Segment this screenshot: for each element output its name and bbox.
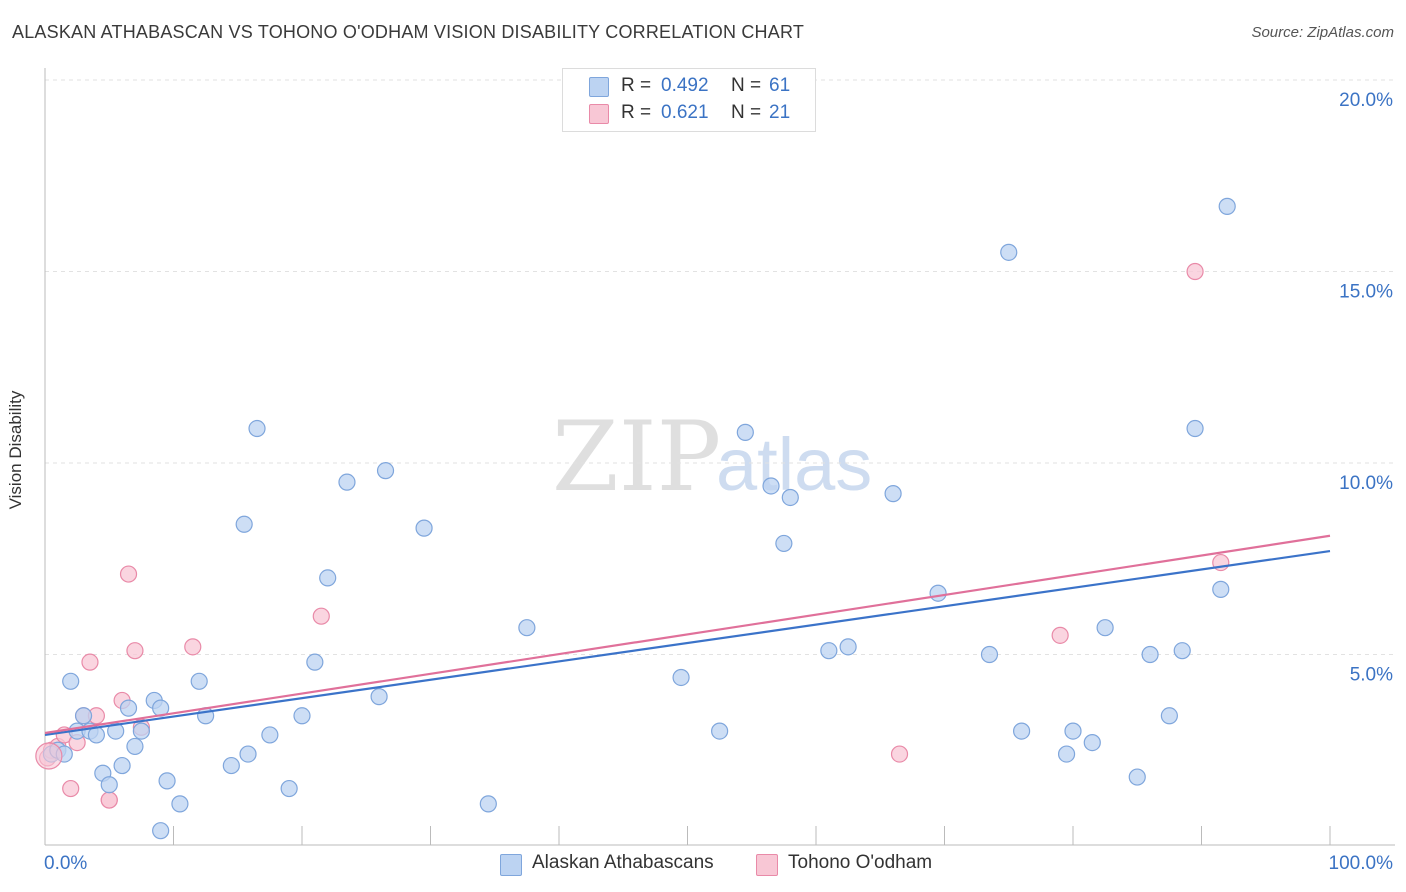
point-alaskan — [929, 584, 947, 602]
data-points — [35, 197, 1236, 840]
point-alaskan — [884, 485, 902, 503]
x-tick-label-min: 0.0% — [44, 853, 87, 874]
legend-n-label: N = — [731, 75, 762, 96]
point-alaskan — [1096, 619, 1114, 637]
point-alaskan — [736, 423, 754, 441]
point-tohono — [126, 642, 144, 660]
chart-title: ALASKAN ATHABASCAN VS TOHONO O'ODHAM VIS… — [12, 22, 805, 42]
point-alaskan — [1064, 722, 1082, 740]
point-tohono — [119, 565, 138, 583]
point-alaskan — [171, 795, 189, 813]
point-cluster — [35, 742, 63, 770]
point-tohono — [62, 779, 80, 798]
point-alaskan — [479, 795, 497, 813]
tick-labels: 5.0% 10.0% 15.0% 20.0% 0.0% 100.0% — [44, 90, 1393, 874]
legend-row-alaskan: R = 0.492 N = 61 — [563, 75, 813, 99]
point-alaskan — [1128, 768, 1146, 786]
point-alaskan — [190, 672, 208, 690]
y-tick-label: 5.0% — [1350, 665, 1393, 686]
y-tick-label: 20.0% — [1339, 90, 1393, 111]
point-alaskan — [222, 756, 240, 775]
point-alaskan — [980, 645, 999, 664]
point-alaskan — [62, 672, 80, 690]
series-name-alaskan: Alaskan Athabascans — [532, 852, 714, 873]
legend-r-label: R = — [621, 102, 652, 123]
stats-legend: R = 0.492 N = 61 R = 0.621 N = 21 — [562, 68, 816, 132]
legend-swatch-blue — [589, 77, 609, 97]
point-alaskan — [518, 619, 536, 637]
point-alaskan — [248, 419, 266, 438]
point-alaskan — [158, 772, 176, 790]
point-alaskan — [100, 776, 118, 794]
point-alaskan — [1141, 645, 1159, 664]
point-tohono — [100, 791, 118, 809]
point-alaskan — [1186, 419, 1204, 438]
point-alaskan — [1057, 745, 1076, 763]
axes — [44, 68, 1395, 846]
point-alaskan — [319, 569, 337, 587]
point-alaskan — [672, 668, 690, 687]
point-alaskan — [370, 688, 388, 706]
legend-row-tohono: R = 0.621 N = 21 — [563, 102, 813, 126]
y-tick-label: 10.0% — [1339, 473, 1393, 494]
grid — [45, 79, 1395, 655]
point-tohono — [1186, 262, 1204, 281]
point-alaskan — [781, 488, 799, 507]
series-name-tohono: Tohono O'odham — [788, 852, 933, 873]
legend-r-value: 0.492 — [661, 75, 709, 96]
point-alaskan — [235, 515, 253, 533]
point-alaskan — [1160, 707, 1178, 725]
point-alaskan — [113, 756, 131, 775]
point-alaskan — [280, 779, 298, 798]
legend-r-value: 0.621 — [661, 102, 709, 123]
x-tick-label-max: 100.0% — [1329, 853, 1394, 874]
point-alaskan — [820, 642, 838, 660]
watermark-zip: ZIP — [552, 401, 721, 513]
point-alaskan — [376, 462, 395, 480]
point-tohono — [312, 607, 330, 625]
source-label: Source: ZipAtlas.com — [1251, 24, 1394, 41]
point-alaskan — [1000, 243, 1018, 261]
point-tohono — [890, 745, 909, 763]
point-alaskan — [762, 477, 780, 495]
point-alaskan — [1173, 642, 1191, 660]
point-alaskan — [152, 822, 170, 840]
point-tohono — [81, 653, 99, 671]
point-tohono — [184, 638, 202, 656]
point-alaskan — [239, 745, 257, 763]
y-tick-label: 15.0% — [1339, 282, 1393, 303]
point-alaskan — [338, 473, 356, 491]
legend-n-value: 21 — [769, 102, 791, 123]
watermark: ZIP atlas — [552, 401, 872, 513]
point-alaskan — [119, 699, 138, 717]
point-alaskan — [132, 722, 150, 740]
point-alaskan — [415, 519, 433, 537]
point-alaskan — [1212, 580, 1230, 598]
point-alaskan — [74, 707, 93, 725]
point-alaskan — [1083, 733, 1101, 752]
point-alaskan — [775, 534, 793, 553]
point-alaskan — [839, 638, 857, 656]
point-alaskan — [1218, 197, 1236, 215]
point-tohono — [1051, 626, 1069, 644]
legend-r-label: R = — [621, 75, 652, 96]
point-alaskan — [293, 707, 311, 725]
point-alaskan — [261, 726, 279, 744]
trend-line-tohono — [44, 534, 1331, 735]
trend-line-alaskan — [44, 550, 1331, 737]
legend-n-value: 61 — [769, 75, 791, 96]
legend-swatch-pink — [589, 104, 609, 124]
legend-n-label: N = — [731, 102, 762, 123]
series-swatch-pink — [756, 854, 778, 876]
point-alaskan — [711, 722, 729, 740]
trend-lines — [44, 534, 1331, 737]
point-alaskan — [1012, 722, 1031, 740]
point-alaskan — [306, 653, 324, 671]
series-swatch-blue — [500, 854, 522, 876]
point-alaskan — [126, 737, 144, 756]
